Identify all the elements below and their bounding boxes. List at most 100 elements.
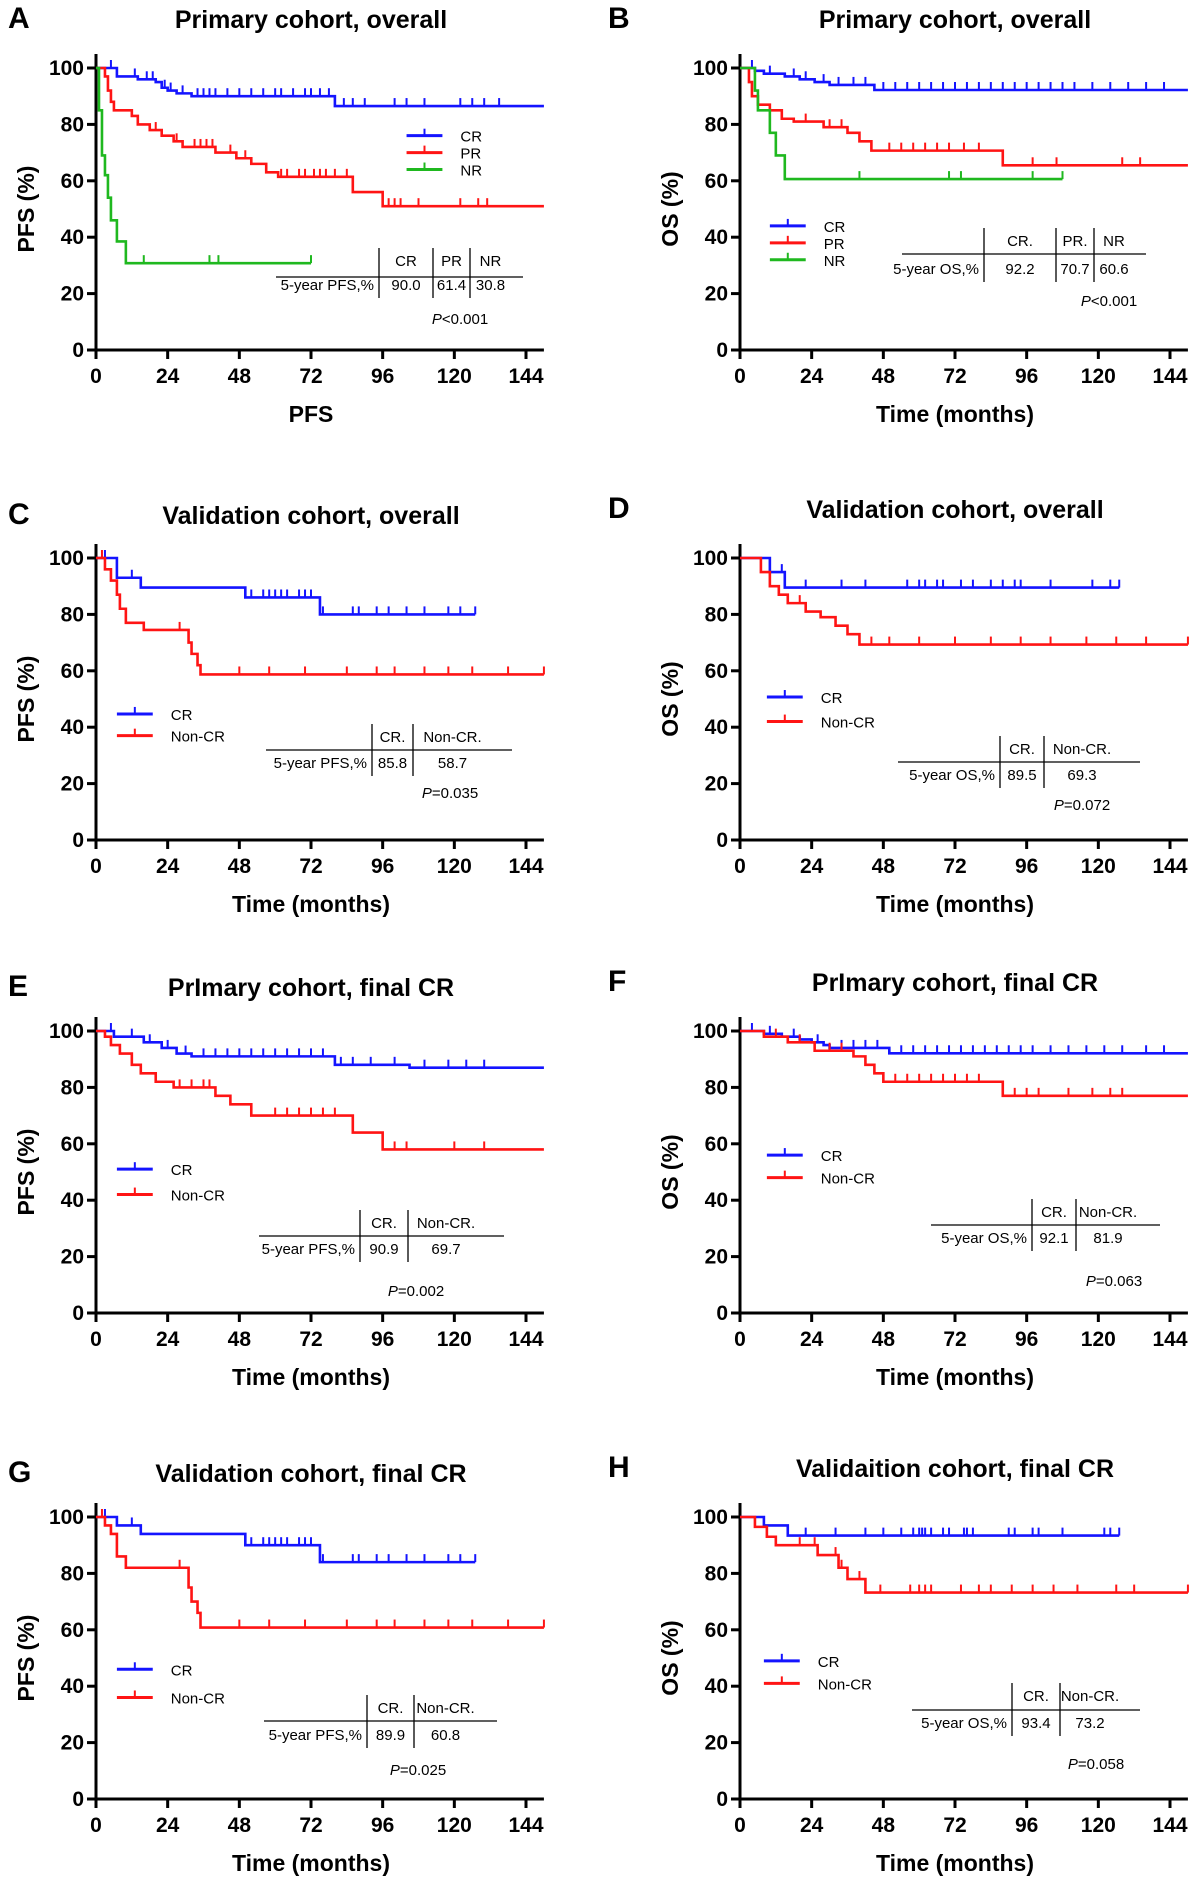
table-header: Non-CR. xyxy=(1053,741,1111,758)
y-tick-label: 40 xyxy=(705,1675,728,1698)
table-header: CR. xyxy=(378,1700,404,1717)
series-pr xyxy=(96,66,544,208)
y-tick-label: 80 xyxy=(61,113,84,136)
series-non-cr xyxy=(740,1028,1188,1098)
series-non-cr xyxy=(96,1029,544,1151)
x-axis-label: Time (months) xyxy=(876,1364,1034,1390)
x-tick-label: 144 xyxy=(508,1328,543,1351)
x-tick-label: 0 xyxy=(734,1328,746,1351)
panel-letter: C xyxy=(8,498,30,531)
table-value: 90.9 xyxy=(369,1241,398,1258)
legend-label: CR xyxy=(821,1148,843,1165)
p-value: P<0.001 xyxy=(432,311,488,328)
p-value-prefix: P xyxy=(1068,1756,1078,1773)
p-value-text: =0.025 xyxy=(400,1762,446,1779)
x-tick-label: 96 xyxy=(371,855,394,878)
y-tick-label: 40 xyxy=(705,716,728,739)
chart-title: PrImary cohort, final CR xyxy=(168,974,454,1002)
panel-a: A Primary cohort, overall 0 24 48 72 96 120 144 0… xyxy=(8,2,544,427)
series-cr xyxy=(96,550,477,616)
x-tick-label: 96 xyxy=(371,1328,394,1351)
series-cr xyxy=(96,1023,544,1069)
x-tick-label: 72 xyxy=(299,365,322,388)
survival-curve-cr xyxy=(96,1029,544,1069)
table-row-label: 5-year PFS,% xyxy=(281,277,374,294)
p-value-text: <0.001 xyxy=(442,311,488,328)
chart-title: Validation cohort, overall xyxy=(162,502,459,530)
legend-label: Non-CR xyxy=(171,1188,225,1205)
p-value-prefix: P xyxy=(422,785,432,802)
x-tick-label: 72 xyxy=(299,855,322,878)
table-header: PR. xyxy=(1062,233,1087,250)
survival-curve-pr xyxy=(740,66,1188,167)
table-row-label: 5-year PFS,% xyxy=(262,1241,355,1258)
x-tick-label: 0 xyxy=(90,365,102,388)
panel-f: F PrImary cohort, final CR 0 24 48 72 96 120 144… xyxy=(608,965,1188,1390)
y-tick-label: 80 xyxy=(705,1076,728,1099)
chart-title: PrImary cohort, final CR xyxy=(812,969,1098,997)
x-tick-label: 48 xyxy=(872,855,896,878)
table-header: Non-CR. xyxy=(417,1215,475,1232)
x-tick-label: 48 xyxy=(228,1814,252,1837)
x-axis-label: Time (months) xyxy=(876,1850,1034,1876)
x-tick-label: 144 xyxy=(1152,1328,1187,1351)
table-value: 69.7 xyxy=(431,1241,460,1258)
table-header: CR. xyxy=(1023,1688,1049,1705)
table-value: 89.5 xyxy=(1007,767,1036,784)
legend-label: PR xyxy=(460,146,481,163)
p-value-prefix: P xyxy=(390,1762,400,1779)
y-tick-label: 60 xyxy=(61,170,84,193)
table-header: NR xyxy=(1103,233,1125,250)
x-axis-label: Time (months) xyxy=(876,891,1034,917)
y-tick-label: 0 xyxy=(716,1302,728,1325)
x-tick-label: 24 xyxy=(800,365,824,388)
x-tick-label: 120 xyxy=(437,855,472,878)
y-tick-label: 100 xyxy=(693,1506,728,1529)
x-tick-label: 96 xyxy=(1015,855,1038,878)
p-value-text: =0.058 xyxy=(1078,1756,1124,1773)
y-tick-label: 80 xyxy=(705,113,728,136)
x-tick-label: 144 xyxy=(1152,1814,1187,1837)
x-tick-label: 144 xyxy=(508,365,543,388)
table-header: CR. xyxy=(1009,741,1035,758)
p-value: P=0.072 xyxy=(1054,797,1110,814)
legend-label: Non-CR xyxy=(821,1171,875,1188)
p-value-prefix: P xyxy=(1081,293,1091,310)
x-tick-label: 120 xyxy=(1081,1328,1116,1351)
y-tick-label: 20 xyxy=(705,1246,728,1269)
panel-letter: F xyxy=(608,965,626,998)
x-axis-label: Time (months) xyxy=(232,1850,390,1876)
table-row-label: 5-year PFS,% xyxy=(269,1727,362,1744)
legend-label: Non-CR xyxy=(171,729,225,746)
y-tick-label: 20 xyxy=(61,1246,84,1269)
y-tick-label: 40 xyxy=(61,1675,84,1698)
x-tick-label: 24 xyxy=(800,1814,824,1837)
x-axis-label: PFS xyxy=(289,401,334,427)
panel-d: D Validation cohort, overall 0 24 48 72 96 120 1… xyxy=(608,492,1189,917)
table-header: PR xyxy=(441,253,462,270)
survival-curve-nr xyxy=(740,66,1063,181)
x-tick-label: 72 xyxy=(299,1814,322,1837)
x-tick-label: 72 xyxy=(943,1328,966,1351)
panel-letter: D xyxy=(608,492,630,525)
y-tick-label: 60 xyxy=(705,1133,728,1156)
panel-g: G Validation cohort, final CR 0 24 48 72 96 120… xyxy=(8,1456,545,1876)
table-header: Non-CR. xyxy=(423,729,481,746)
x-axis-label: Time (months) xyxy=(232,891,390,917)
y-axis-label: OS (%) xyxy=(657,661,683,736)
x-tick-label: 72 xyxy=(943,1814,966,1837)
y-axis-label: PFS (%) xyxy=(13,1615,39,1702)
x-axis-label: Time (months) xyxy=(232,1364,390,1390)
survival-curve-non-cr xyxy=(740,556,1188,646)
table-value: 90.0 xyxy=(391,277,420,294)
table-row-label: 5-year PFS,% xyxy=(274,755,367,772)
legend-label: NR xyxy=(824,253,846,270)
survival-curve-cr xyxy=(740,1029,1188,1055)
panel-c: C Validation cohort, overall 0 24 48 72 96 120 1… xyxy=(8,498,545,917)
x-tick-label: 48 xyxy=(872,365,896,388)
series-cr xyxy=(96,60,544,108)
series-cr xyxy=(740,1515,1121,1537)
x-tick-label: 48 xyxy=(872,1328,896,1351)
legend-label: CR xyxy=(821,690,843,707)
table-header: CR. xyxy=(380,729,406,746)
